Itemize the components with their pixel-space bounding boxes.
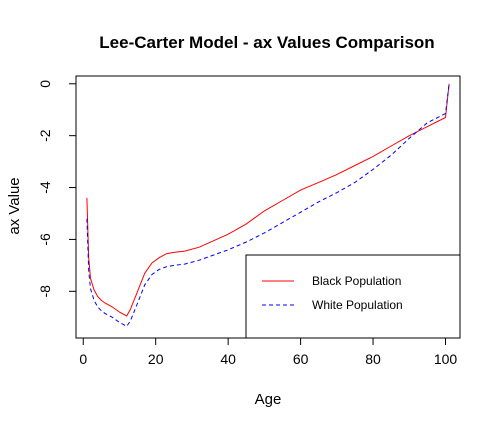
series-layer [86,83,450,327]
y-tick-label: -8 [37,285,53,298]
x-axis-label: Age [255,391,282,408]
x-tick-label: 80 [365,351,381,367]
x-tick-label: 20 [148,351,164,367]
x-tick-label: 0 [79,351,87,367]
x-tick-label: 100 [434,351,458,367]
series-line-1 [86,83,450,327]
legend-box [245,254,461,339]
chart-title: Lee-Carter Model - ax Values Comparison [99,33,434,52]
x-tick-label: 60 [293,351,309,367]
y-axis: 0 -2 -4 -6 -8 [37,80,77,298]
legend: Black Population White Population [245,254,461,339]
x-axis: 0 20 40 60 80 100 [79,337,458,367]
series-line-0 [86,83,450,317]
y-tick-label: -4 [37,181,53,194]
y-axis-label: ax Value [6,177,23,234]
legend-label-0: Black Population [312,274,401,288]
legend-label-1: White Population [312,298,403,312]
x-tick-label: 40 [220,351,236,367]
y-tick-label: 0 [37,80,53,88]
y-tick-label: -2 [37,129,53,142]
y-tick-label: -6 [37,233,53,246]
